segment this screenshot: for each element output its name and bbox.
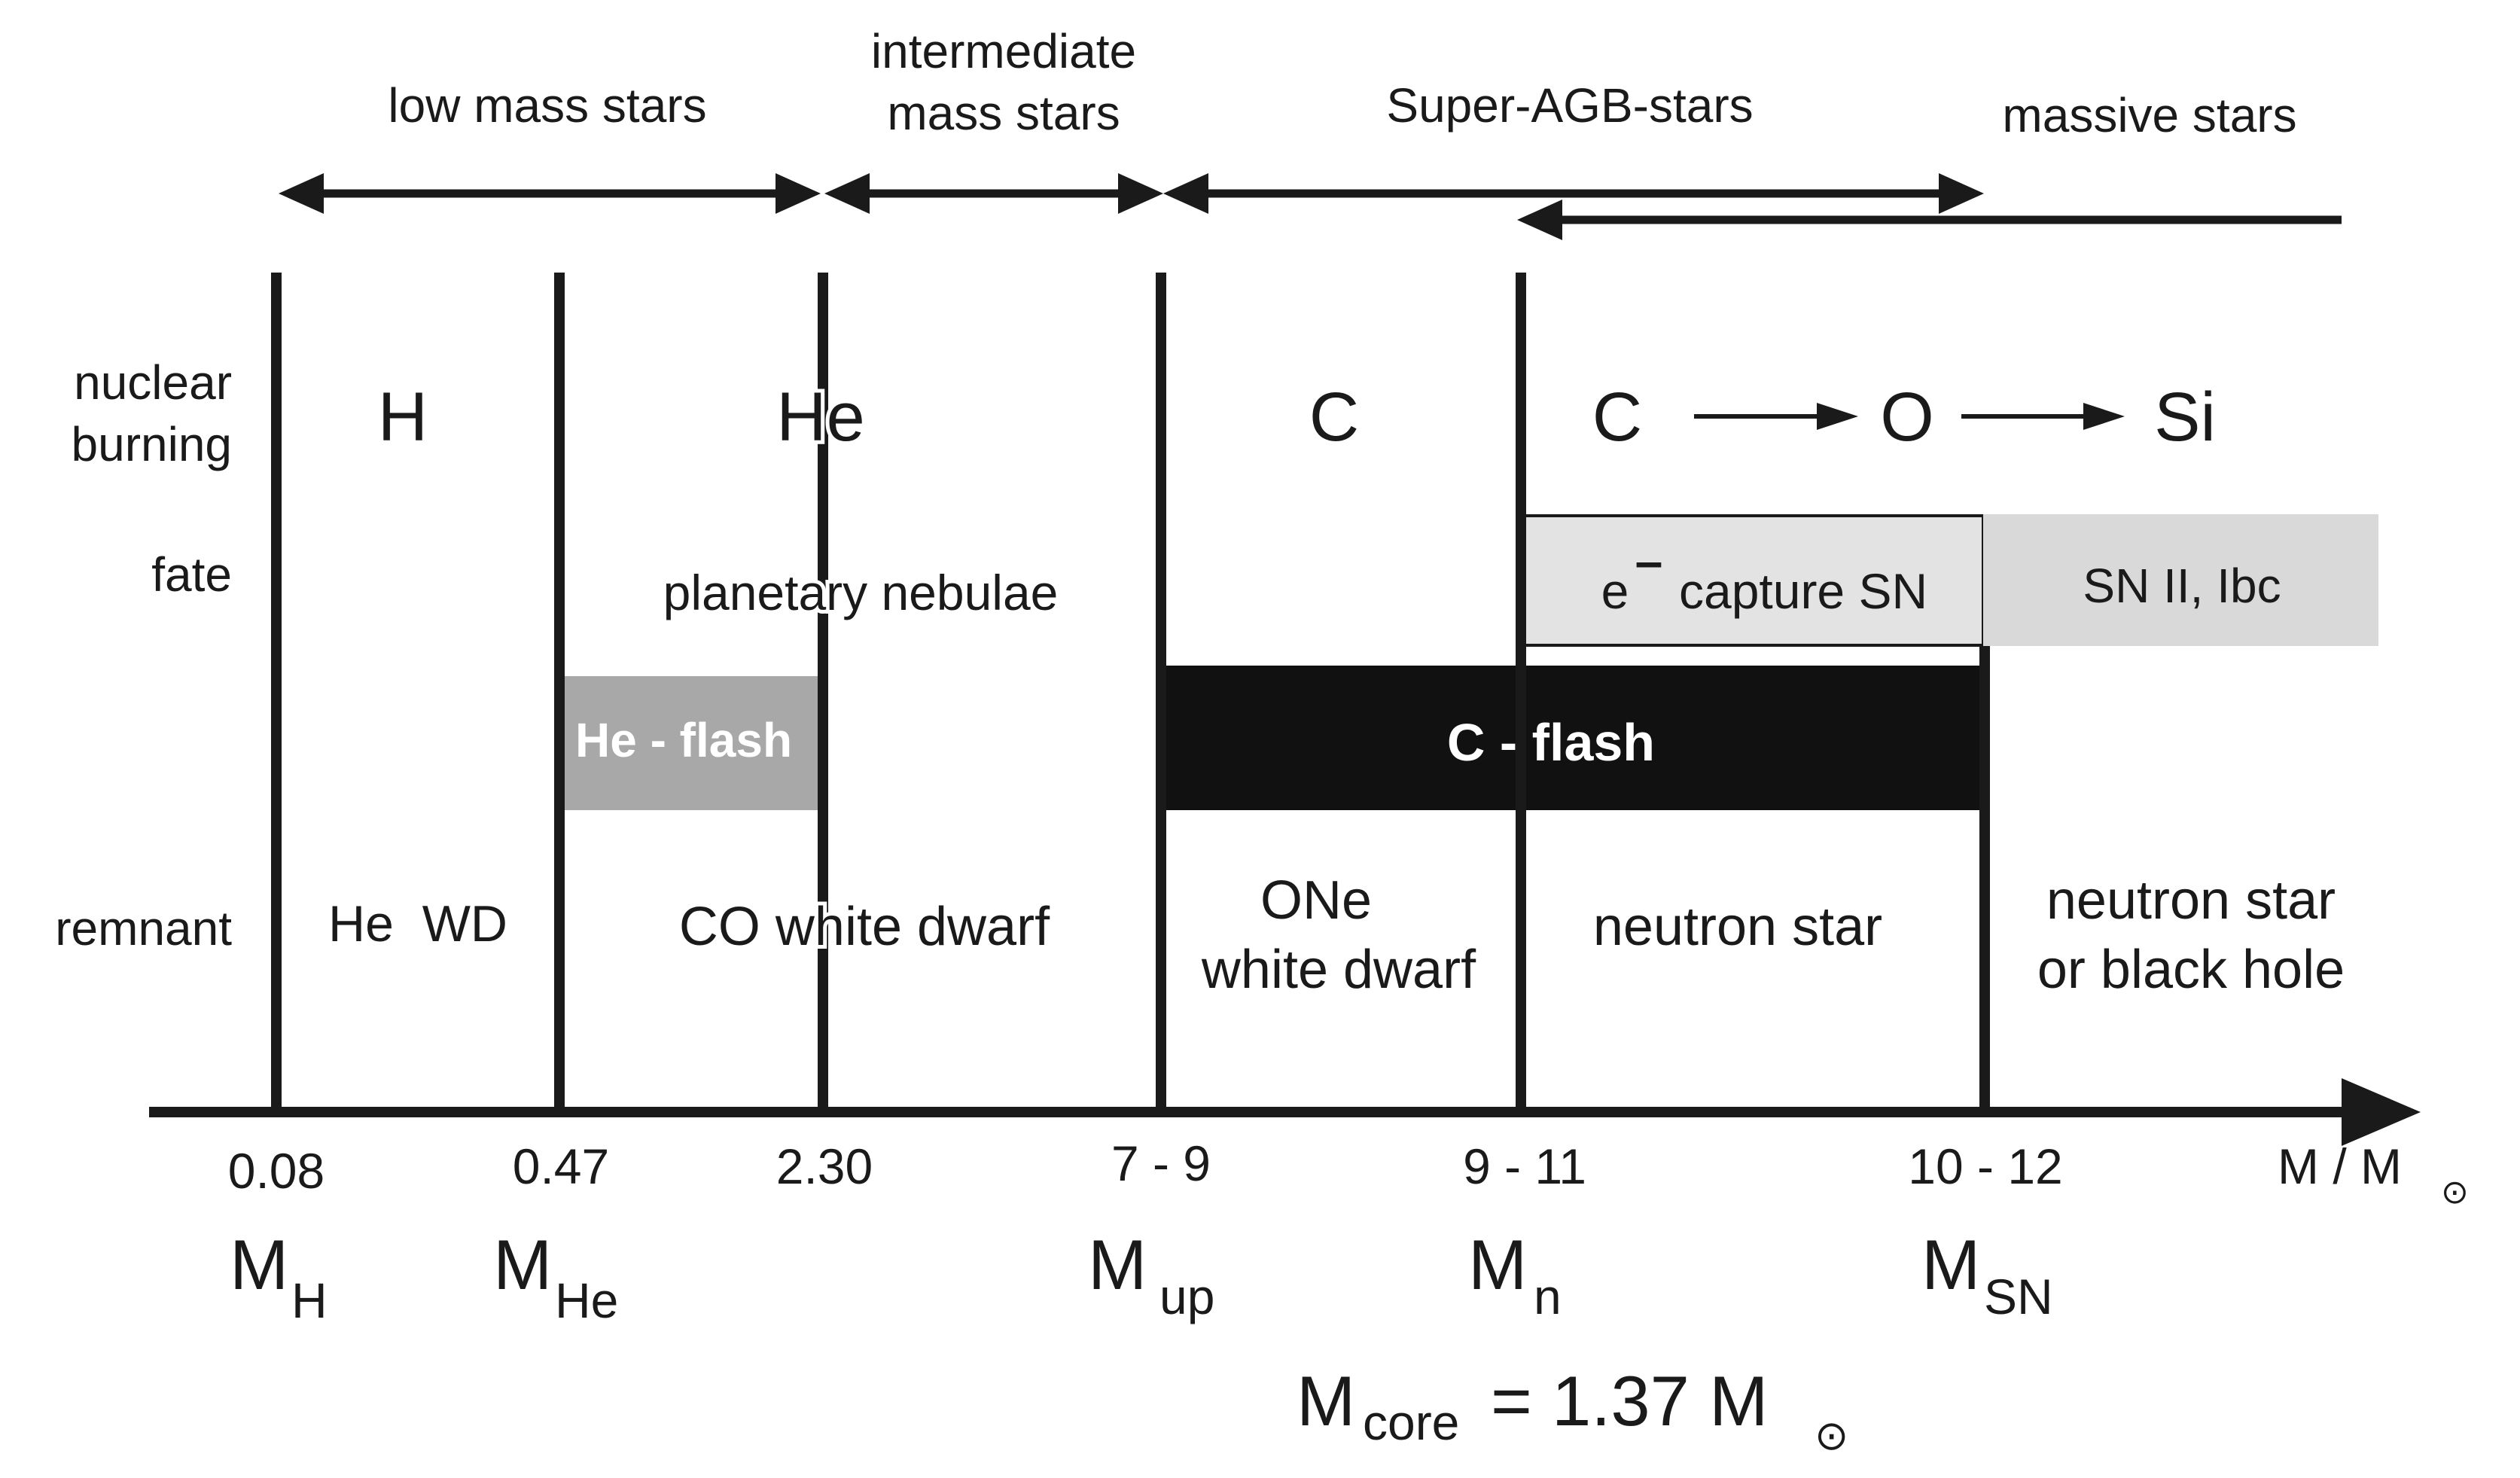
range-arrows: [279, 173, 2342, 240]
e-capture-minus: –: [1635, 533, 1663, 589]
one-wd-label-line1: ONe: [1260, 870, 1372, 931]
neutron-star-label: neutron star: [1593, 897, 1882, 957]
massive-stars-arrow: [1517, 200, 2342, 240]
c-flash-label: C - flash: [1447, 713, 1655, 772]
tick-label-mh: 0.08: [228, 1143, 325, 1199]
svg-text:M: M: [1468, 1225, 1527, 1304]
burning-si: Si: [2154, 379, 2216, 456]
tick-label-mn: 9 - 11: [1463, 1138, 1586, 1194]
massive-stars-label: massive stars: [2002, 88, 2296, 142]
svg-text:core: core: [1363, 1394, 1459, 1450]
low-mass-label: low mass stars: [388, 78, 706, 133]
axis-unit-label: M / M: [2278, 1138, 2402, 1194]
e-capture-e: e: [1601, 563, 1629, 619]
super-agb-arrow: [1163, 173, 1984, 214]
svg-text:M: M: [493, 1225, 552, 1304]
svg-text:⊙: ⊙: [1815, 1413, 1848, 1458]
mass-label-mh: M H: [230, 1225, 328, 1328]
svg-text:= 1.37 M: = 1.37 M: [1491, 1361, 1768, 1440]
tick-label-msn: 10 - 12: [1908, 1138, 2062, 1194]
burning-arrow-o-to-si: [1961, 403, 2125, 430]
svg-text:M: M: [230, 1225, 288, 1304]
tick-label-mhe: 0.47: [513, 1138, 609, 1194]
tick-label-230: 2.30: [776, 1138, 873, 1194]
ns-bh-label-line1: neutron star: [2046, 870, 2336, 931]
burning-arrow-c-to-o: [1694, 403, 1858, 430]
c-flash-box: [1159, 666, 1989, 810]
one-wd-label-line2: white dwarf: [1201, 940, 1476, 1000]
nuclear-burning-label-line2: burning: [72, 417, 233, 471]
nuclear-burning-label-line1: nuclear: [74, 355, 232, 410]
core-mass-equation: M core = 1.37 M ⊙: [1297, 1361, 1848, 1458]
he-wd-label: He WD: [328, 895, 507, 952]
mass-label-mhe: M He: [493, 1225, 618, 1328]
intermediate-mass-arrow: [824, 173, 1163, 214]
burning-h: H: [378, 379, 428, 456]
sn-type-box: [1983, 514, 2378, 646]
mass-label-mn: M n: [1468, 1225, 1562, 1324]
svg-text:M: M: [1921, 1225, 1980, 1304]
low-mass-arrow: [279, 173, 821, 214]
co-wd-label: CO white dwarf: [679, 897, 1050, 957]
ns-bh-label-line2: or black hole: [2037, 940, 2345, 1000]
super-agb-label: Super-AGB-stars: [1386, 78, 1753, 133]
remnant-label: remnant: [55, 901, 232, 955]
burning-c-massive: C: [1592, 379, 1642, 456]
svg-text:M: M: [1297, 1361, 1355, 1440]
burning-c: C: [1309, 379, 1359, 456]
he-flash-box: [565, 676, 824, 810]
svg-text:n: n: [1534, 1269, 1562, 1324]
fate-label: fate: [151, 547, 232, 602]
mass-axis: [149, 1078, 2421, 1146]
mass-label-mup: M up: [1088, 1225, 1214, 1324]
svg-text:M: M: [1088, 1225, 1147, 1304]
tick-label-mup: 7 - 9: [1111, 1135, 1211, 1191]
planetary-nebulae-label: planetary nebulae: [663, 565, 1059, 620]
axis-unit-sun-symbol: ⊙: [2441, 1174, 2469, 1211]
intermediate-label-line2: mass stars: [887, 86, 1120, 140]
svg-text:H: H: [291, 1272, 328, 1328]
sn-type-label: SN II, Ibc: [2083, 559, 2281, 613]
he-flash-label: He - flash: [575, 713, 792, 767]
intermediate-label-line1: intermediate: [871, 24, 1136, 78]
boundary-lines: [271, 273, 1990, 1107]
svg-text:He: He: [555, 1272, 618, 1328]
mass-label-msn: M SN: [1921, 1225, 2053, 1324]
e-capture-text: capture SN: [1679, 563, 1927, 619]
burning-o: O: [1880, 379, 1934, 456]
svg-text:up: up: [1159, 1269, 1214, 1324]
burning-he: He: [776, 379, 865, 456]
svg-text:SN: SN: [1984, 1269, 2053, 1324]
